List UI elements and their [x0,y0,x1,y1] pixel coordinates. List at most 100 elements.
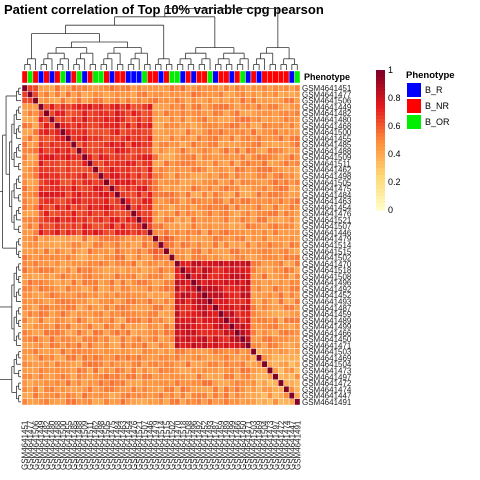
heatmap-cell [76,266,83,274]
heatmap-cell [125,279,132,286]
heatmap-cell [278,291,284,299]
heatmap-cell [261,385,268,393]
heatmap-cell [174,273,181,280]
heatmap-cell [136,235,143,243]
heatmap-cell [147,229,154,236]
heatmap-cell [196,160,203,167]
heatmap-cell [288,291,295,299]
heatmap-cell [272,354,279,362]
heatmap-cell [250,134,257,142]
heatmap-cell [114,247,121,255]
heatmap-cell [65,398,72,406]
heatmap-cell [261,316,268,324]
heatmap-cell [261,97,268,105]
heatmap-cell [201,191,208,199]
heatmap-cell [196,210,203,217]
heatmap-cell [141,329,148,337]
heatmap-cell [98,229,104,236]
heatmap-cell [43,84,50,92]
heatmap-cell [114,210,121,217]
heatmap-cell [174,191,181,199]
heatmap-cell [250,153,257,161]
row-label: GSM4641505 [302,178,352,187]
heatmap-cell [278,216,284,224]
heatmap-cell [152,160,159,167]
heatmap-cell [239,210,246,217]
heatmap-cell [59,385,66,393]
heatmap-cell [250,298,257,305]
heatmap-cell [54,348,61,355]
heatmap-cell [87,210,94,217]
heatmap-cell [174,298,181,305]
heatmap-cell [136,367,143,374]
heatmap-cell [158,254,164,261]
heatmap-cell [185,141,192,148]
heatmap-cell [256,166,263,174]
heatmap-cell [152,204,159,211]
row-label: GSM4641475 [302,185,352,194]
heatmap-cell [179,185,186,192]
heatmap-cell [65,273,72,280]
heatmap-cell [70,291,77,299]
heatmap-cell [81,210,88,217]
heatmap-cell [147,316,154,324]
heatmap-cell [283,241,290,249]
heatmap-cell [125,197,132,205]
heatmap-cell [81,109,88,117]
heatmap-cell [119,354,126,362]
heatmap-cell [119,291,126,299]
heatmap-cell [256,147,263,155]
heatmap-cell [168,241,175,249]
heatmap-cell [92,204,99,211]
heatmap-cell [125,291,132,299]
annotation-cell [283,70,290,84]
heatmap-cell [228,235,235,243]
heatmap-cell [278,241,284,249]
heatmap-cell [130,241,137,249]
heatmap-cell [174,260,181,268]
heatmap-cell [185,229,192,236]
heatmap-cell [168,360,175,368]
heatmap-cell [43,128,50,136]
heatmap-cell [87,241,94,249]
heatmap-cell [147,304,154,312]
heatmap-cell [65,342,72,349]
heatmap-cell [278,185,284,192]
heatmap-cell [163,373,170,381]
heatmap-cell [54,197,61,205]
heatmap-cell [32,254,39,261]
colorbar-swatch [376,164,385,169]
heatmap-cell [43,367,50,374]
heatmap-cell [196,367,203,374]
heatmap-cell [81,342,88,349]
heatmap-cell [70,241,77,249]
heatmap-cell [65,147,72,155]
heatmap-cell [136,84,143,92]
annotation-cell [54,70,61,84]
heatmap-cell [179,172,186,180]
heatmap-cell [179,329,186,337]
heatmap-cell [158,91,164,98]
heatmap-cell [147,91,154,98]
heatmap-cell [130,91,137,98]
heatmap-cell [168,134,175,142]
heatmap-cell [98,128,104,136]
heatmap-cell [294,385,301,393]
heatmap-cell [250,266,257,274]
heatmap-cell [168,204,175,211]
annotation-cell [245,70,252,84]
annotation-cell [70,70,77,84]
heatmap-cell [261,128,268,136]
heatmap-cell [49,348,55,355]
heatmap-cell [59,241,66,249]
heatmap-cell [223,109,230,117]
heatmap-cell [147,204,154,211]
heatmap-cell [65,241,72,249]
heatmap-cell [256,116,263,123]
heatmap-cell [141,91,148,98]
colorbar-swatch [376,112,385,116]
heatmap-cell [278,354,284,362]
heatmap-cell [76,229,83,236]
heatmap-cell [223,310,230,318]
heatmap-cell [294,97,301,105]
